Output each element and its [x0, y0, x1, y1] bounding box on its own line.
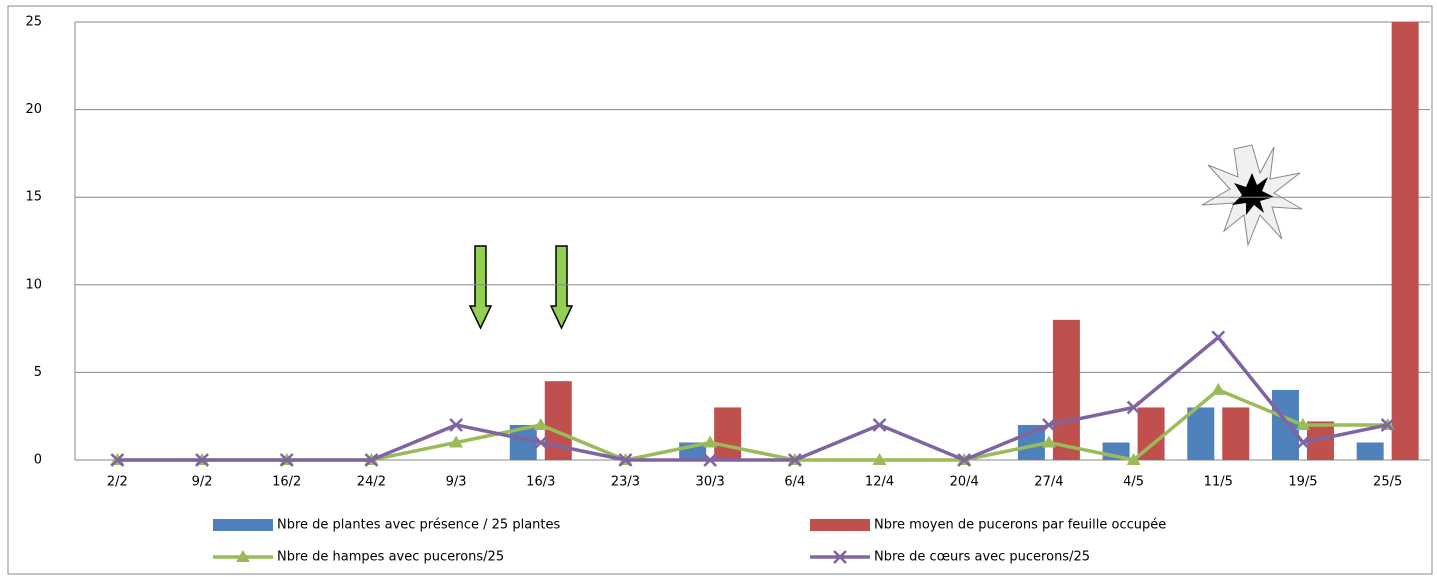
point	[1296, 435, 1310, 450]
legend-swatch	[810, 519, 870, 531]
point	[703, 435, 718, 448]
x-tick-label: 6/4	[784, 475, 805, 490]
x-tick-label: 23/3	[611, 475, 640, 490]
point	[1211, 330, 1226, 345]
explosion-icon	[1201, 144, 1303, 247]
point	[279, 453, 294, 467]
legend-label: Nbre de plantes avec présence / 25 plant…	[277, 518, 561, 533]
point	[1126, 453, 1141, 465]
x-tick-label: 20/4	[950, 475, 979, 490]
y-tick-label: 10	[25, 277, 42, 292]
bar	[1391, 22, 1419, 460]
y-tick-label: 25	[25, 15, 42, 30]
point	[1042, 418, 1056, 432]
point	[872, 453, 887, 465]
point	[110, 453, 125, 467]
legend-marker	[833, 550, 847, 564]
point	[787, 453, 802, 467]
bar	[1271, 389, 1299, 460]
y-tick-label: 5	[34, 365, 42, 380]
y-tick-label: 15	[25, 190, 42, 205]
line	[117, 334, 1389, 462]
point	[364, 453, 379, 467]
legend-label: Nbre de cœurs avec pucerons/25	[874, 550, 1090, 565]
point	[1380, 418, 1395, 432]
x-tick-label: 24/2	[357, 475, 386, 490]
bar	[1187, 407, 1215, 460]
point	[195, 453, 209, 467]
point	[533, 435, 548, 450]
x-tick-label: 19/5	[1288, 475, 1317, 490]
bar	[714, 407, 742, 460]
point	[618, 453, 633, 467]
y-tick-label: 20	[25, 102, 42, 117]
point	[449, 435, 464, 448]
point	[449, 418, 463, 432]
x-tick-label: 16/2	[272, 475, 301, 490]
y-tick-label: 0	[34, 453, 42, 468]
bar	[1052, 319, 1080, 460]
point	[957, 453, 972, 467]
chart-frame	[7, 5, 1433, 575]
x-tick-label: 4/5	[1123, 475, 1144, 490]
point	[1211, 382, 1226, 395]
x-tick-label: 2/2	[107, 475, 128, 490]
point	[533, 417, 548, 430]
bar	[1222, 407, 1250, 460]
legend-marker	[236, 550, 250, 562]
point	[703, 453, 718, 467]
legend-label: Nbre de hampes avec pucerons/25	[277, 550, 504, 565]
x-tick-label: 27/4	[1034, 475, 1063, 490]
x-tick-label: 9/2	[192, 475, 213, 490]
x-tick-label: 11/5	[1204, 475, 1233, 490]
point	[1126, 400, 1141, 415]
arrow-icon	[468, 245, 574, 330]
point	[872, 418, 887, 432]
x-tick-label: 12/4	[865, 475, 894, 490]
x-tick-label: 25/5	[1373, 475, 1402, 490]
point	[1041, 435, 1056, 448]
x-tick-label: 30/3	[696, 475, 725, 490]
legend-label: Nbre moyen de pucerons par feuille occup…	[874, 518, 1166, 533]
legend-swatch	[213, 519, 273, 531]
x-tick-label: 16/3	[526, 475, 555, 490]
bar	[1356, 442, 1384, 460]
point	[1295, 417, 1310, 430]
x-tick-label: 9/3	[446, 475, 467, 490]
